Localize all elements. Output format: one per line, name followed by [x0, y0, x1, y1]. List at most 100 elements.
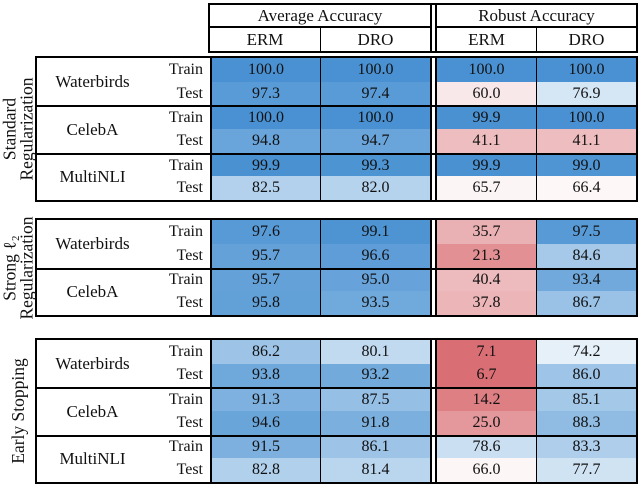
section-divider: [430, 176, 437, 201]
value-cell: 100.0: [210, 105, 320, 130]
value-cell: 91.5: [210, 434, 320, 459]
group-label-text: Early Stopping: [7, 358, 28, 464]
value-cell: 81.4: [320, 458, 430, 482]
dataset-label: Waterbirds: [37, 339, 148, 388]
header-robust-accuracy: Robust Accuracy: [437, 5, 636, 28]
split-label: Test: [148, 291, 210, 315]
value-cell: 85.1: [536, 387, 636, 411]
block-table: Waterbirds Train 100.0 100.0 100.0 100.0 Test 9…: [35, 56, 638, 203]
value-cell: 86.0: [536, 363, 636, 388]
dataset-label: MultiNLI: [37, 434, 148, 482]
block-early-stopping: Early Stopping Waterbirds Train 86.2 80.1 7.…: [0, 337, 640, 484]
table-header: Average Accuracy Robust Accuracy ERM DRO…: [208, 3, 638, 53]
value-cell: 82.8: [210, 458, 320, 482]
section-divider: [430, 243, 437, 268]
value-cell: 86.1: [320, 434, 430, 459]
split-label: Train: [148, 58, 210, 82]
value-cell: 94.8: [210, 129, 320, 153]
value-cell: 86.2: [210, 339, 320, 364]
group-label-standard-regularization: Standard Regularization: [0, 56, 36, 202]
value-cell: 7.1: [437, 339, 536, 364]
value-cell: 66.4: [536, 176, 636, 201]
split-label: Train: [148, 267, 210, 292]
section-divider: [430, 267, 437, 292]
col-header-dro-average: DRO: [320, 28, 430, 51]
dataset-label: Waterbirds: [37, 58, 148, 106]
value-cell: 88.3: [536, 410, 636, 435]
section-divider: [430, 363, 437, 388]
value-cell: 100.0: [320, 58, 430, 82]
split-label: Test: [148, 176, 210, 201]
value-cell: 100.0: [320, 105, 430, 130]
value-cell: 99.1: [320, 220, 430, 244]
value-cell: 99.0: [536, 152, 636, 177]
split-label: Test: [148, 243, 210, 268]
section-divider: [430, 5, 437, 51]
value-cell: 91.3: [210, 387, 320, 411]
value-cell: 25.0: [437, 410, 536, 435]
col-header-erm-robust: ERM: [468, 29, 505, 49]
value-cell: 84.6: [536, 243, 636, 268]
split-label: Train: [148, 105, 210, 130]
block-table: Waterbirds Train 97.6 99.1 35.7 97.5 Test 95.7 9…: [35, 218, 638, 317]
section-divider: [430, 81, 437, 106]
split-label: Test: [148, 129, 210, 153]
section-divider: [430, 152, 437, 177]
value-cell: 99.9: [437, 105, 536, 130]
value-cell: 100.0: [536, 58, 636, 82]
group-label-line: Regularization: [15, 77, 36, 181]
value-cell: 93.2: [320, 363, 430, 388]
value-cell: 100.0: [536, 105, 636, 130]
group-label-text: Standard Regularization: [0, 77, 36, 181]
value-cell: 91.8: [320, 410, 430, 435]
header-average-accuracy: Average Accuracy: [210, 5, 430, 28]
value-cell: 95.8: [210, 291, 320, 315]
group-label-line: Regularization: [15, 215, 36, 320]
section-divider: [430, 58, 437, 82]
value-cell: 21.3: [437, 243, 536, 268]
dataset-label: CelebA: [37, 105, 148, 153]
section-divider: [430, 410, 437, 435]
group-label-line: Standard: [0, 97, 19, 161]
value-cell: 99.9: [437, 152, 536, 177]
value-cell: 100.0: [437, 58, 536, 82]
section-divider: [430, 434, 437, 459]
value-cell: 86.7: [536, 291, 636, 315]
group-label-line: Early Stopping: [7, 358, 28, 464]
value-cell: 93.4: [536, 267, 636, 292]
value-cell: 78.6: [437, 434, 536, 459]
value-cell: 6.7: [437, 363, 536, 388]
value-cell: 37.8: [437, 291, 536, 315]
value-cell: 14.2: [437, 387, 536, 411]
split-label: Train: [148, 387, 210, 411]
value-cell: 99.9: [210, 152, 320, 177]
value-cell: 93.5: [320, 291, 430, 315]
value-cell: 80.1: [320, 339, 430, 364]
dataset-label: CelebA: [37, 387, 148, 435]
block-table: Waterbirds Train 86.2 80.1 7.1 74.2 Test 93.8 93…: [35, 337, 638, 484]
value-cell: 96.6: [320, 243, 430, 268]
value-cell: 77.7: [536, 458, 636, 482]
block-standard-regularization: Standard Regularization Waterbirds Train 10…: [0, 56, 640, 203]
value-cell: 66.0: [437, 458, 536, 482]
value-cell: 93.8: [210, 363, 320, 388]
value-cell: 82.5: [210, 176, 320, 201]
group-label-text: Strong ℓ₂ Regularization: [0, 215, 36, 320]
split-label: Test: [148, 81, 210, 106]
value-cell: 65.7: [437, 176, 536, 201]
value-cell: 95.7: [210, 267, 320, 292]
value-cell: 97.6: [210, 220, 320, 244]
split-label: Test: [148, 458, 210, 482]
value-cell: 94.7: [320, 129, 430, 153]
value-cell: 99.3: [320, 152, 430, 177]
value-cell: 95.7: [210, 243, 320, 268]
accuracy-table-figure: Average Accuracy Robust Accuracy ERM DRO…: [0, 3, 640, 490]
value-cell: 82.0: [320, 176, 430, 201]
split-label: Train: [148, 434, 210, 459]
value-cell: 40.4: [437, 267, 536, 292]
section-divider: [430, 458, 437, 482]
value-cell: 41.1: [536, 129, 636, 153]
value-cell: 94.6: [210, 410, 320, 435]
col-header-erm-average: ERM: [246, 29, 284, 49]
col-header-dro-robust: DRO: [536, 28, 636, 51]
